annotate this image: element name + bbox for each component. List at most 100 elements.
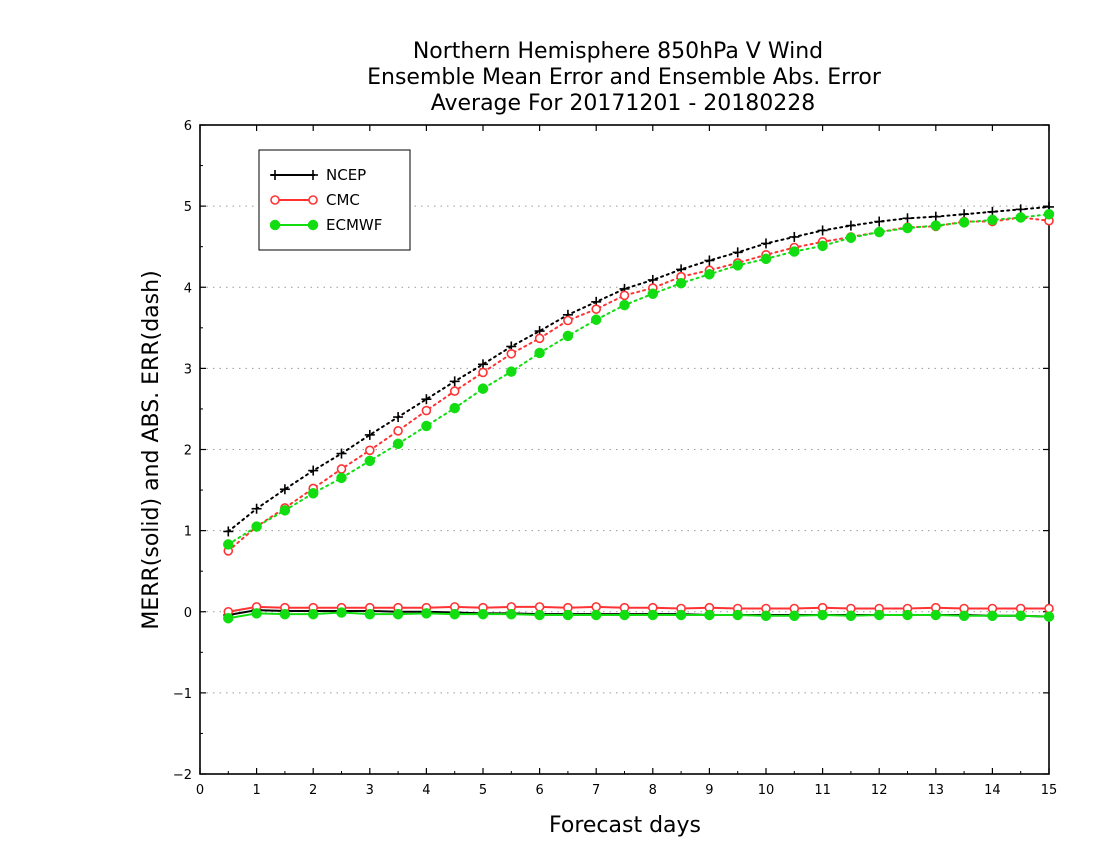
series-ncep-abs-err-point xyxy=(364,429,375,440)
x-axis-label: Forecast days xyxy=(549,813,701,838)
x-tick-label: 13 xyxy=(928,783,945,798)
series-ecmwf-abs-err-point xyxy=(223,539,234,550)
series-ecmwf-mean-err-point xyxy=(704,609,715,621)
x-tick-label: 15 xyxy=(1041,783,1058,798)
series-ncep-abs-err-point xyxy=(704,255,715,266)
series-ecmwf-mean-err-point xyxy=(364,608,376,620)
series-ecmwf-abs-err-point xyxy=(704,269,715,280)
series-ecmwf-mean-err-point xyxy=(873,609,885,621)
x-tick-label: 11 xyxy=(814,783,831,798)
series-ecmwf-mean-err-point xyxy=(506,608,517,620)
series-ecmwf-abs-err-point xyxy=(477,383,489,394)
series-cmc-abs-err-point xyxy=(336,464,347,474)
legend-label: ECMWF xyxy=(326,216,382,234)
series-ecmwf-abs-err-point xyxy=(534,347,545,359)
series-ecmwf-mean-err-point xyxy=(1043,611,1055,622)
series-ecmwf-abs-err-point xyxy=(873,226,885,238)
series-ecmwf-abs-err-point xyxy=(845,232,857,244)
series-cmc-abs-err-line xyxy=(227,216,1050,552)
chart-title-line-2: Ensemble Mean Error and Ensemble Abs. Er… xyxy=(367,65,882,90)
legend-label: CMC xyxy=(326,191,360,209)
series-ecmwf-abs-err-point xyxy=(732,260,743,271)
series-ecmwf-mean-err-point xyxy=(251,608,262,619)
series-cmc-abs-err-point xyxy=(619,290,630,301)
series-ecmwf-mean-err-point xyxy=(421,608,432,619)
series-ecmwf-mean-err-point xyxy=(647,609,659,621)
plot-frame xyxy=(199,124,1050,775)
y-tick-label: 1 xyxy=(184,525,192,540)
series-ecmwf-abs-err-point xyxy=(251,521,262,532)
x-tick-label: 14 xyxy=(984,783,1001,798)
series-cmc-abs-err-point xyxy=(478,367,488,378)
chart-title-line-1: Northern Hemisphere 850hPa V Wind xyxy=(413,39,823,64)
series-ecmwf-mean-err-point xyxy=(449,608,460,620)
y-tick-label: 3 xyxy=(184,362,192,377)
series-ncep-abs-err-point xyxy=(930,211,941,222)
series-cmc-abs-err-point xyxy=(506,348,517,359)
series-ncep-abs-err-point xyxy=(789,231,800,242)
series-ecmwf-abs-err-point xyxy=(279,505,291,516)
x-tick-label: 1 xyxy=(252,783,260,798)
series-ecmwf-abs-err-point xyxy=(958,217,970,228)
series-cmc-abs-err-point xyxy=(591,304,602,314)
series-ecmwf-mean-err-point xyxy=(987,610,998,622)
series-ecmwf-abs-err-point xyxy=(590,314,602,325)
y-tick-label: 2 xyxy=(184,444,192,459)
series-ecmwf-abs-err-point xyxy=(421,420,432,432)
series-ecmwf-mean-err-point xyxy=(902,609,913,621)
legend-marker xyxy=(270,195,280,205)
series-ncep-abs-err-point xyxy=(761,238,771,249)
series-ecmwf-mean-err-point xyxy=(817,609,828,621)
series-ecmwf-mean-err-point xyxy=(534,609,545,621)
x-tick-label: 8 xyxy=(649,783,657,798)
series-cmc-abs-err-point xyxy=(449,386,460,396)
y-tick-label: −2 xyxy=(173,768,192,783)
x-tick-label: 12 xyxy=(871,783,888,798)
legend-item-ecmwf: ECMWF xyxy=(269,216,382,234)
series-ncep xyxy=(223,201,1054,622)
x-tick-label: 2 xyxy=(309,783,317,798)
series-ecmwf-mean-err-point xyxy=(336,607,347,618)
series-cmc-abs-err-point xyxy=(563,315,573,326)
series-ecmwf-abs-err-point xyxy=(647,288,659,299)
series-ncep-abs-err-point xyxy=(393,412,404,423)
series-ecmwf xyxy=(223,208,1055,624)
series-ncep-abs-err-point xyxy=(817,225,828,236)
series-ecmwf-abs-err-point xyxy=(987,214,998,226)
series-ecmwf-mean-err-point xyxy=(958,610,970,622)
x-tick-label: 4 xyxy=(422,783,430,798)
x-tick-label: 9 xyxy=(705,783,713,798)
series-cmc-mean-err-point xyxy=(534,602,545,612)
y-tick-label: 0 xyxy=(184,606,192,621)
series-ecmwf-mean-err-point xyxy=(732,609,743,621)
series-ncep-abs-err-point xyxy=(421,394,432,405)
legend-marker xyxy=(270,170,280,180)
series-ecmwf-mean-err-point xyxy=(307,608,319,620)
legend-label: NCEP xyxy=(326,166,366,184)
x-tick-label: 7 xyxy=(592,783,600,798)
series-ecmwf-mean-err-point xyxy=(675,609,687,621)
series-ecmwf-mean-err-point xyxy=(279,608,291,620)
series-ecmwf-abs-err-line xyxy=(227,213,1050,546)
legend-marker xyxy=(307,219,319,231)
series-ncep-abs-err-line xyxy=(227,205,1050,533)
legend-marker xyxy=(308,170,318,180)
series-ecmwf-abs-err-point xyxy=(336,472,347,484)
series-cmc-abs-err-point xyxy=(534,333,545,344)
series-ecmwf-mean-err-point xyxy=(477,608,489,620)
chart-title-line-3: Average For 20171201 - 20180228 xyxy=(431,91,816,116)
series-ecmwf-mean-err-point xyxy=(392,608,404,620)
y-tick-label: 6 xyxy=(184,119,192,134)
series-ncep-abs-err-point xyxy=(279,484,290,495)
series-ecmwf-mean-err-point xyxy=(845,610,857,622)
legend-marker xyxy=(308,195,318,205)
series-ecmwf-mean-err-point xyxy=(760,610,772,622)
y-axis-label: MERR(solid) and ABS. ERR(dash) xyxy=(139,270,164,629)
y-tick-label: 5 xyxy=(184,200,192,215)
series-ncep-abs-err-point xyxy=(732,247,743,258)
series-ecmwf-abs-err-point xyxy=(902,222,913,234)
series-ecmwf-abs-err-point xyxy=(789,246,800,257)
series-ecmwf-mean-err-point xyxy=(789,610,800,622)
series-ecmwf-abs-err-point xyxy=(562,330,574,342)
